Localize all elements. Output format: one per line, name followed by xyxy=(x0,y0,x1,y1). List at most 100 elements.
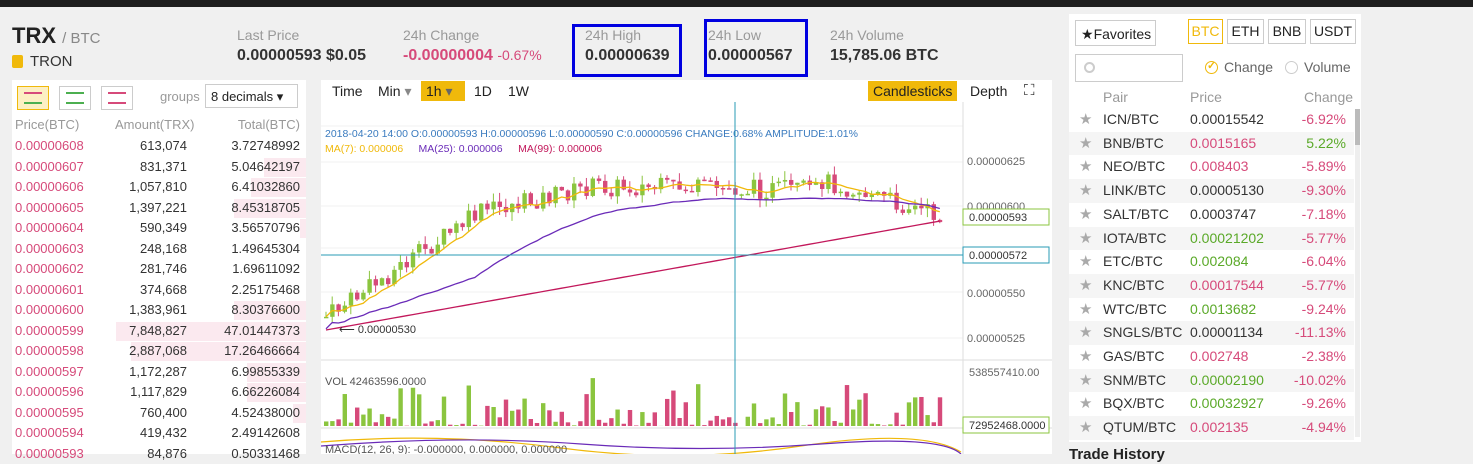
favorites-tab[interactable]: ★Favorites xyxy=(1075,20,1156,46)
star-icon[interactable]: ★ xyxy=(1079,416,1092,440)
market-search-input[interactable] xyxy=(1075,54,1183,82)
col-change[interactable]: Change xyxy=(1304,89,1353,105)
star-icon[interactable]: ★ xyxy=(1079,179,1092,203)
volume-bar xyxy=(553,422,557,426)
orderbook-view-both-icon[interactable] xyxy=(17,86,49,110)
market-change: -5.77% xyxy=(1302,274,1346,298)
orderbook-view-bids-icon[interactable] xyxy=(59,86,91,110)
star-icon[interactable]: ★ xyxy=(1079,132,1092,156)
star-icon[interactable]: ★ xyxy=(1079,369,1092,393)
depth-button[interactable]: Depth xyxy=(965,81,1012,101)
star-icon[interactable]: ★ xyxy=(1079,298,1092,322)
candle-body xyxy=(566,190,570,200)
star-icon[interactable]: ★ xyxy=(1079,227,1092,251)
radio-change[interactable]: Change xyxy=(1205,59,1273,75)
star-icon[interactable]: ★ xyxy=(1079,203,1092,227)
market-pair: SNGLS/BTC xyxy=(1103,321,1182,345)
star-icon[interactable]: ★ xyxy=(1079,392,1092,416)
star-icon[interactable]: ★ xyxy=(1079,250,1092,274)
radio-volume[interactable]: Volume xyxy=(1285,59,1351,75)
candlestick-chart[interactable]: 2018-04-20 14:00 O:0.00000593 H:0.000005… xyxy=(321,102,1052,454)
volume-bar xyxy=(684,402,688,426)
orderbook-view-asks-icon[interactable] xyxy=(101,86,133,110)
market-pair: NEO/BTC xyxy=(1103,155,1165,179)
row-total: 6.99855339 xyxy=(187,362,300,383)
interval-1h[interactable]: 1h ▾ xyxy=(421,81,465,101)
quote-tab-eth[interactable]: ETH xyxy=(1227,19,1264,44)
candle-body xyxy=(770,183,774,198)
star-icon[interactable]: ★ xyxy=(1079,108,1092,132)
candle-body xyxy=(367,279,371,293)
row-price: 0.00000603 xyxy=(15,239,115,260)
interval-1w[interactable]: 1W xyxy=(503,81,534,101)
candle-body xyxy=(901,210,905,213)
candle-body xyxy=(863,193,867,197)
volume-bar xyxy=(423,424,427,426)
volume-bar xyxy=(324,421,328,426)
star-icon[interactable]: ★ xyxy=(1079,321,1092,345)
symbol-title: TRX / BTC xyxy=(12,23,100,49)
scrollbar-thumb[interactable] xyxy=(1355,109,1360,145)
volume-bar xyxy=(863,393,867,426)
quote-tab-btc[interactable]: BTC xyxy=(1188,19,1223,44)
star-icon[interactable]: ★ xyxy=(1079,155,1092,179)
candle-body xyxy=(603,181,607,193)
row-total: 4.52438000 xyxy=(187,403,300,424)
candle-body xyxy=(591,179,595,196)
col-price[interactable]: Price xyxy=(1190,89,1222,105)
row-amount: 760,400 xyxy=(115,403,187,424)
coin-name-text: TRON xyxy=(30,53,73,70)
col-pair[interactable]: Pair xyxy=(1103,89,1128,105)
volume-bar xyxy=(820,406,824,426)
volume-info: VOL 42463596.0000 xyxy=(325,376,426,388)
candlesticks-button[interactable]: Candlesticks xyxy=(868,81,957,101)
fullscreen-icon[interactable]: ⛶ xyxy=(1019,81,1040,101)
volume-bar xyxy=(758,423,762,426)
interval-min[interactable]: Min ▾ xyxy=(373,81,416,101)
star-icon[interactable]: ★ xyxy=(1079,345,1092,369)
volume-bar xyxy=(541,403,545,426)
candle-body xyxy=(529,193,533,204)
volume-bar xyxy=(628,410,632,426)
market-list-scrollbar[interactable] xyxy=(1355,109,1360,437)
volume-tag-value: 72952468.0000 xyxy=(969,420,1045,432)
interval-1d[interactable]: 1D xyxy=(469,81,497,101)
market-price: 0.00021202 xyxy=(1190,227,1264,251)
groups-select[interactable]: 8 decimals ▾ xyxy=(205,84,298,108)
volume-bar xyxy=(770,417,774,426)
interval-time[interactable]: Time xyxy=(327,81,368,101)
quote-tab-usdt[interactable]: USDT xyxy=(1310,19,1356,44)
star-icon[interactable]: ★ xyxy=(1079,274,1092,298)
quote-tab-bnb[interactable]: BNB xyxy=(1268,19,1306,44)
